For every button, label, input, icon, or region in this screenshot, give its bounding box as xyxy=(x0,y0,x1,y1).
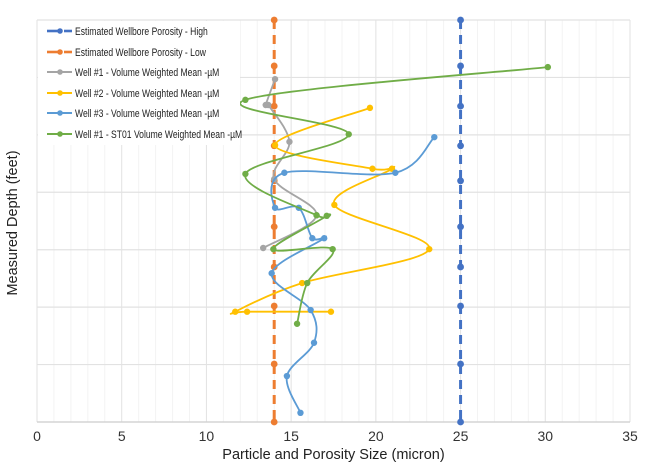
data-point xyxy=(345,131,352,138)
data-point xyxy=(327,308,335,315)
data-point xyxy=(286,138,293,145)
legend-item: Well #3 - Volume Weighted Mean -µM xyxy=(47,108,219,120)
data-point xyxy=(270,360,278,368)
legend-label: Estimated Wellbore Porosity - High xyxy=(75,26,208,38)
data-point xyxy=(457,263,464,271)
data-point xyxy=(232,308,239,315)
legend-swatch-marker xyxy=(57,49,63,55)
data-point xyxy=(457,62,464,70)
data-point xyxy=(283,372,291,380)
x-tick-label: 25 xyxy=(453,428,469,444)
y-axis-title: Measured Depth (feet) xyxy=(5,150,21,295)
series-line xyxy=(239,66,548,325)
x-tick-label: 35 xyxy=(622,428,638,444)
legend-item: Well #1 - ST01 Volume Weighted Mean -µM xyxy=(47,129,242,141)
data-point xyxy=(270,302,278,310)
data-point xyxy=(265,101,272,109)
data-point xyxy=(457,16,464,24)
x-axis-title: Particle and Porosity Size (micron) xyxy=(222,447,444,463)
series-4 xyxy=(229,104,433,315)
legend-label: Well #3 - Volume Weighted Mean -µM xyxy=(75,108,219,120)
x-tick-label: 30 xyxy=(537,428,553,444)
data-point xyxy=(323,212,330,220)
data-point xyxy=(271,75,279,83)
data-point xyxy=(270,263,278,271)
data-point xyxy=(457,142,464,150)
legend-item: Estimated Wellbore Porosity - Low xyxy=(47,47,207,59)
data-point xyxy=(281,169,288,176)
data-point xyxy=(271,204,279,211)
legend-label: Well #1 - Volume Weighted Mean -µM xyxy=(75,67,219,79)
legend-item: Well #1 - Volume Weighted Mean -µM xyxy=(47,67,219,79)
legend-swatch-marker xyxy=(57,90,63,96)
legend-item: Well #2 - Volume Weighted Mean -µM xyxy=(47,88,219,100)
legend-label: Well #1 - ST01 Volume Weighted Mean -µM xyxy=(75,129,242,141)
x-tick-label: 15 xyxy=(283,428,299,444)
data-point xyxy=(307,306,314,314)
series-1 xyxy=(457,16,464,426)
legend-label: Well #2 - Volume Weighted Mean -µM xyxy=(75,88,219,100)
data-point xyxy=(270,418,278,426)
series-layer xyxy=(229,16,552,426)
legend-swatch-marker xyxy=(57,110,63,116)
data-point xyxy=(242,170,249,178)
data-point xyxy=(293,320,301,327)
legend-background xyxy=(38,21,240,145)
data-point xyxy=(392,169,399,176)
data-point xyxy=(457,177,464,185)
legend-swatch-marker xyxy=(57,69,63,75)
series-6 xyxy=(239,63,552,327)
data-point xyxy=(331,201,338,209)
x-tick-label: 20 xyxy=(368,428,384,444)
data-point xyxy=(457,223,464,231)
data-point xyxy=(271,141,279,149)
data-point xyxy=(270,62,278,70)
data-point xyxy=(270,245,277,253)
data-point xyxy=(369,165,376,172)
data-point xyxy=(366,104,374,112)
data-point xyxy=(329,245,336,253)
x-tick-labels: 0 5 10 15 20 25 30 35 xyxy=(33,428,638,444)
series-5 xyxy=(268,133,438,417)
data-point xyxy=(457,360,464,368)
data-point xyxy=(457,418,464,426)
data-point xyxy=(309,235,316,242)
legend: Estimated Wellbore Porosity - High Estima… xyxy=(38,21,242,145)
legend-label: Estimated Wellbore Porosity - Low xyxy=(75,47,207,59)
data-point xyxy=(297,409,304,417)
legend-swatch-marker xyxy=(57,131,63,137)
data-point xyxy=(310,339,318,346)
data-point xyxy=(298,279,306,287)
data-point xyxy=(431,133,438,141)
data-point xyxy=(457,302,464,310)
legend-swatch-marker xyxy=(57,28,63,34)
series-line xyxy=(229,107,431,315)
data-point xyxy=(259,244,267,252)
data-point xyxy=(320,235,328,242)
x-tick-label: 0 xyxy=(33,428,41,444)
data-point xyxy=(544,63,552,71)
data-point xyxy=(243,308,251,315)
x-tick-label: 5 xyxy=(118,428,126,444)
data-point xyxy=(313,212,320,219)
x-tick-label: 10 xyxy=(199,428,215,444)
legend-item: Estimated Wellbore Porosity - High xyxy=(47,26,208,38)
data-point xyxy=(242,96,249,104)
data-point xyxy=(304,279,311,287)
data-point xyxy=(426,245,433,253)
data-point xyxy=(268,270,275,277)
data-point xyxy=(270,223,278,231)
data-point xyxy=(457,102,464,110)
data-point xyxy=(270,102,278,110)
data-point xyxy=(270,16,278,24)
